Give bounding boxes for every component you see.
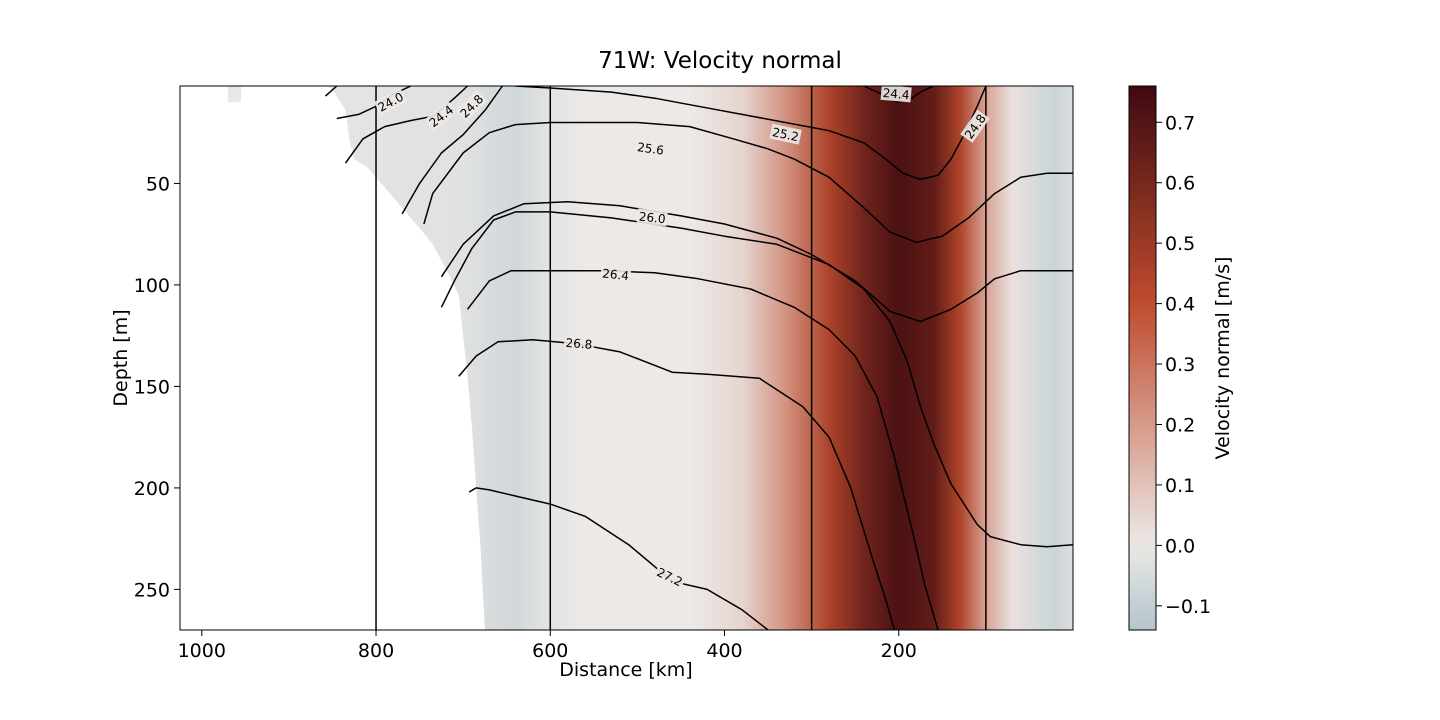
x-tick-label: 800	[358, 640, 394, 662]
colorbar-gradient	[1129, 86, 1156, 630]
colorbar: −0.1 0.0 0.1 0.2 0.3 0.4 0.5 0.6 0.7 Velocity no…	[1128, 85, 1234, 631]
y-axis-label: Depth [m]	[110, 309, 132, 406]
colorbar-tick-label: 0.5	[1165, 233, 1195, 255]
colorbar-tick-label: 0.4	[1165, 294, 1195, 316]
colorbar-tick-label: −0.1	[1165, 596, 1211, 618]
colorbar-tick-label: 0.1	[1165, 475, 1195, 497]
plot-frame	[179, 85, 1074, 631]
contour-label: 25.6	[636, 140, 664, 158]
contour-label: 24.4	[882, 86, 910, 102]
plot-area: 24.024.4 24.8 24.424.825.225.626.026.426.8…	[180, 86, 1073, 630]
contour-label: 25.2	[771, 125, 800, 144]
contour-line	[344, 86, 469, 164]
colorbar-tick-label: 0.3	[1165, 354, 1195, 376]
x-axis-label: Distance [km]	[559, 659, 692, 681]
x-tick-label: 1000	[178, 640, 226, 662]
contour-label: 26.8	[565, 336, 593, 352]
colorbar-tick-label: 0.7	[1165, 112, 1195, 134]
contour-label: 26.4	[602, 266, 630, 283]
density-contours	[325, 86, 1073, 630]
contour-line	[458, 338, 896, 630]
contour-line	[466, 269, 939, 630]
colorbar-tick-label: 0.2	[1165, 414, 1195, 436]
colorbar-tick-label: 0.0	[1165, 535, 1195, 557]
x-tick-label: 200	[881, 640, 917, 662]
colorbar-ticks: −0.1 0.0 0.1 0.2 0.3 0.4 0.5 0.6 0.7	[1156, 112, 1211, 618]
y-axis: 50 100 150 200 250	[134, 173, 180, 601]
x-tick-label: 600	[532, 640, 568, 662]
y-tick-label: 200	[134, 478, 170, 500]
contour-line	[325, 86, 338, 97]
land-mask	[180, 86, 485, 630]
y-tick-label: 250	[134, 579, 170, 601]
y-tick-label: 100	[134, 275, 170, 297]
contour-line	[423, 121, 1073, 244]
contour-label: 26.0	[638, 210, 666, 227]
contour-line	[515, 86, 987, 181]
colorbar-label: Velocity normal [m/s]	[1212, 257, 1234, 460]
colorbar-frame	[1128, 85, 1157, 631]
y-tick-label: 150	[134, 376, 170, 398]
contour-line	[440, 211, 1073, 548]
colorbar-tick-label: 0.6	[1165, 173, 1195, 195]
contour-line	[401, 86, 504, 215]
section-markers	[375, 86, 987, 630]
chart-title: 71W: Velocity normal	[598, 48, 842, 74]
contour-line	[440, 200, 1073, 323]
contour-line	[468, 487, 769, 630]
x-tick-label: 400	[706, 640, 742, 662]
x-axis: 1000 800 600 400 200	[178, 630, 917, 662]
y-tick-label: 50	[146, 173, 170, 195]
